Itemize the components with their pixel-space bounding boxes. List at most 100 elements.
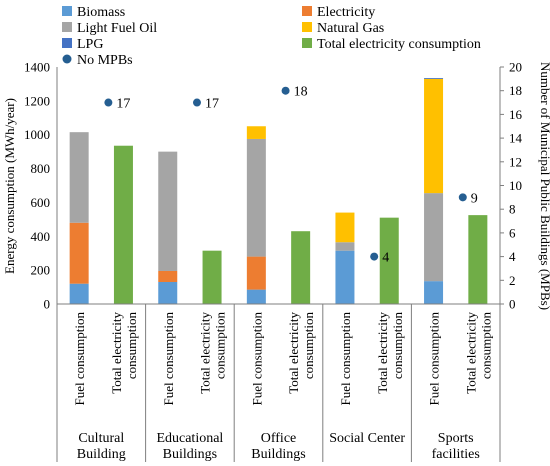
chart-axes: 0 200 400 600 800 1000 1200 1400 0 2 4 6 8 10 12 14 16 18…: [24, 60, 523, 462]
bar-label-line: Fuel consumption: [161, 312, 176, 406]
bar-label-line: consumption: [124, 312, 139, 380]
bar-segment-biomass: [246, 289, 266, 304]
bar-label: Fuel consumption: [338, 312, 353, 406]
bar-segment-electricity: [246, 256, 266, 290]
bar-segment-biomass: [335, 250, 355, 304]
bar-segment-total-electricity-consumption: [379, 217, 399, 304]
y-axis-title: Energy consumption (MWh/year): [2, 98, 17, 274]
bar-segment-lpg: [424, 78, 444, 79]
bar-label-line: Total electricity: [375, 312, 390, 394]
bar-label: Fuel consumption: [161, 312, 176, 406]
bar-label-line: Fuel consumption: [72, 312, 87, 406]
y2-tick-label: 18: [509, 83, 522, 98]
mpbs-label: 4: [382, 251, 389, 266]
chart-legend: Biomass Electricity Light Fuel Oil Natural …: [62, 5, 481, 68]
y2-tick-label: 16: [509, 107, 523, 122]
bar-label-line: consumption: [390, 312, 405, 380]
bar-segment-electricity: [158, 270, 178, 282]
y-tick-label: 400: [31, 229, 51, 244]
y2-tick-label: 14: [509, 131, 523, 146]
bar-label-line: consumption: [301, 312, 316, 380]
bar-segment-biomass: [424, 281, 444, 304]
y-tick-label: 800: [31, 161, 51, 176]
bar-label: Total electricity consumption: [198, 312, 228, 394]
mpbs-marker: [104, 98, 113, 107]
bar-segment-light-fuel-oil: [158, 151, 178, 271]
bar-segment-light-fuel-oil: [424, 193, 444, 282]
y2-tick-label: 2: [509, 273, 516, 288]
legend-marker-natural-gas: [302, 22, 312, 32]
bar-label: Total electricity consumption: [375, 312, 405, 394]
bar-segment-light-fuel-oil: [69, 132, 89, 223]
legend-marker-total-electricity-consumption: [302, 38, 312, 48]
bar-segment-electricity: [69, 222, 89, 284]
bar-segment-natural-gas: [335, 212, 355, 243]
group-label: Social Center: [329, 431, 405, 446]
bar-label-line: Total electricity: [109, 312, 124, 394]
bar-segment-total-electricity-consumption: [202, 250, 222, 304]
y2-tick-label: 8: [509, 202, 516, 217]
y2-tick-label: 4: [509, 249, 516, 264]
plot-area: 17 17 18 4 9: [69, 78, 488, 304]
bar-label-line: Fuel consumption: [338, 312, 353, 406]
y2-tick-label: 6: [509, 225, 516, 240]
bar-segment-biomass: [158, 281, 178, 304]
y2-tick-label: 20: [509, 60, 522, 75]
bar-label-line: Total electricity: [198, 312, 213, 394]
y-tick-label: 600: [31, 195, 51, 210]
bar-segment-light-fuel-oil: [335, 242, 355, 251]
bar-label: Fuel consumption: [72, 312, 87, 406]
bar-label-line: Total electricity: [286, 312, 301, 394]
group-label: Buildings: [163, 447, 217, 462]
y2-tick-label: 10: [509, 178, 522, 193]
group-label: Office: [261, 431, 297, 446]
mpbs-marker: [281, 86, 290, 95]
group-label: Sports: [438, 431, 474, 446]
group-label: Educational: [156, 431, 223, 446]
bar-label: Fuel consumption: [427, 312, 442, 406]
y-tick-label: 1400: [24, 60, 50, 75]
bar-label-line: consumption: [478, 312, 493, 380]
bar-segment-biomass: [69, 283, 89, 304]
legend-label-lpg: LPG: [77, 37, 103, 52]
y-tick-label: 1200: [24, 93, 50, 108]
bar-label: Total electricity consumption: [286, 312, 316, 394]
bar-segment-total-electricity-consumption: [291, 231, 311, 304]
bar-segment-natural-gas: [246, 126, 266, 139]
legend-label-total-electricity-consumption: Total electricity consumption: [317, 37, 481, 52]
group-label: facilities: [432, 447, 480, 462]
mpbs-label: 17: [116, 97, 130, 112]
bar-label: Total electricity consumption: [109, 312, 139, 394]
bar-segment-total-electricity-consumption: [113, 145, 133, 304]
legend-label-natural-gas: Natural Gas: [317, 21, 384, 36]
y-tick-label: 200: [31, 263, 51, 278]
y-tick-label: 0: [44, 297, 51, 312]
bar-segment-natural-gas: [424, 78, 444, 194]
y2-tick-label: 12: [509, 154, 522, 169]
mpbs-marker: [370, 252, 379, 261]
legend-label-electricity: Electricity: [317, 5, 375, 20]
bar-label-line: consumption: [213, 312, 228, 380]
y-tick-label: 1000: [24, 127, 50, 142]
y2-axis-title: Number of Municipal Public Buildings (MP…: [538, 62, 550, 310]
legend-marker-lpg: [62, 38, 72, 48]
bar-segment-light-fuel-oil: [246, 138, 266, 257]
legend-marker-electricity: [302, 6, 312, 16]
y2-tick-label: 0: [509, 297, 516, 312]
legend-label-light-fuel-oil: Light Fuel Oil: [77, 21, 157, 36]
mpbs-marker: [458, 193, 467, 202]
legend-label-biomass: Biomass: [77, 5, 125, 20]
bar-label-line: Total electricity: [463, 312, 478, 394]
legend-label-no-mpbs: No MPBs: [77, 53, 133, 68]
group-label: Buildings: [251, 447, 305, 462]
bar-label-line: Fuel consumption: [427, 312, 442, 406]
group-label: Cultural: [78, 431, 124, 446]
mpbs-label: 17: [205, 97, 219, 112]
group-label: Building: [77, 447, 126, 462]
bar-segment-total-electricity-consumption: [468, 215, 488, 304]
legend-marker-biomass: [62, 6, 72, 16]
legend-marker-no-mpbs: [62, 54, 72, 64]
bar-label: Total electricity consumption: [463, 312, 493, 394]
bar-label: Fuel consumption: [249, 312, 264, 406]
